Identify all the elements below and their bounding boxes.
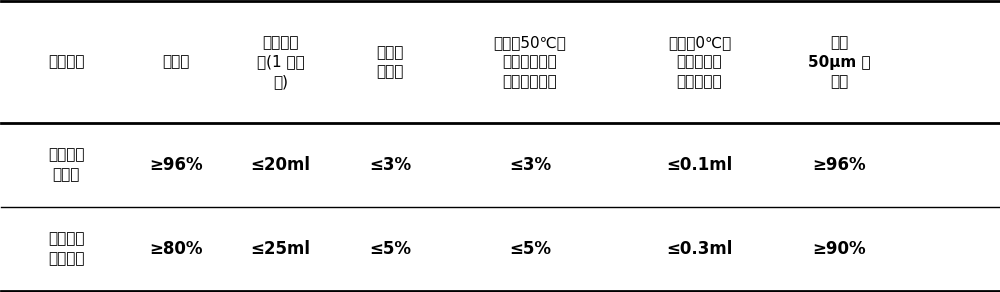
Text: ≤0.3ml: ≤0.3ml xyxy=(666,240,733,258)
Text: 本发明所
有实例: 本发明所 有实例 xyxy=(48,147,84,182)
Text: ≤5%: ≤5% xyxy=(369,240,411,258)
Text: 技术指标: 技术指标 xyxy=(48,55,84,69)
Text: ≥96%: ≥96% xyxy=(812,156,866,174)
Text: 持久起泡
性(1 分钟
后): 持久起泡 性(1 分钟 后) xyxy=(257,35,304,89)
Text: ≤3%: ≤3% xyxy=(509,156,551,174)
Text: ≥90%: ≥90% xyxy=(812,240,866,258)
Text: ≥96%: ≥96% xyxy=(149,156,203,174)
Text: ≥80%: ≥80% xyxy=(149,240,203,258)
Text: 通过
50μm 试
验筛: 通过 50μm 试 验筛 xyxy=(808,35,870,89)
Text: 农药产品
规格要求: 农药产品 规格要求 xyxy=(48,231,84,266)
Text: ≤3%: ≤3% xyxy=(369,156,411,174)
Text: ≤20ml: ≤20ml xyxy=(251,156,311,174)
Text: 低温（0℃）
稳定性（离
析物体积）: 低温（0℃） 稳定性（离 析物体积） xyxy=(668,35,731,89)
Text: 悬浮率: 悬浮率 xyxy=(162,55,190,69)
Text: 倾倒后
残余物: 倾倒后 残余物 xyxy=(377,45,404,79)
Text: ≤5%: ≤5% xyxy=(509,240,551,258)
Text: ≤0.1ml: ≤0.1ml xyxy=(666,156,733,174)
Text: ≤25ml: ≤25ml xyxy=(251,240,311,258)
Text: 热贮（50℃）
稳定性（有效
成分分解率）: 热贮（50℃） 稳定性（有效 成分分解率） xyxy=(493,35,566,89)
